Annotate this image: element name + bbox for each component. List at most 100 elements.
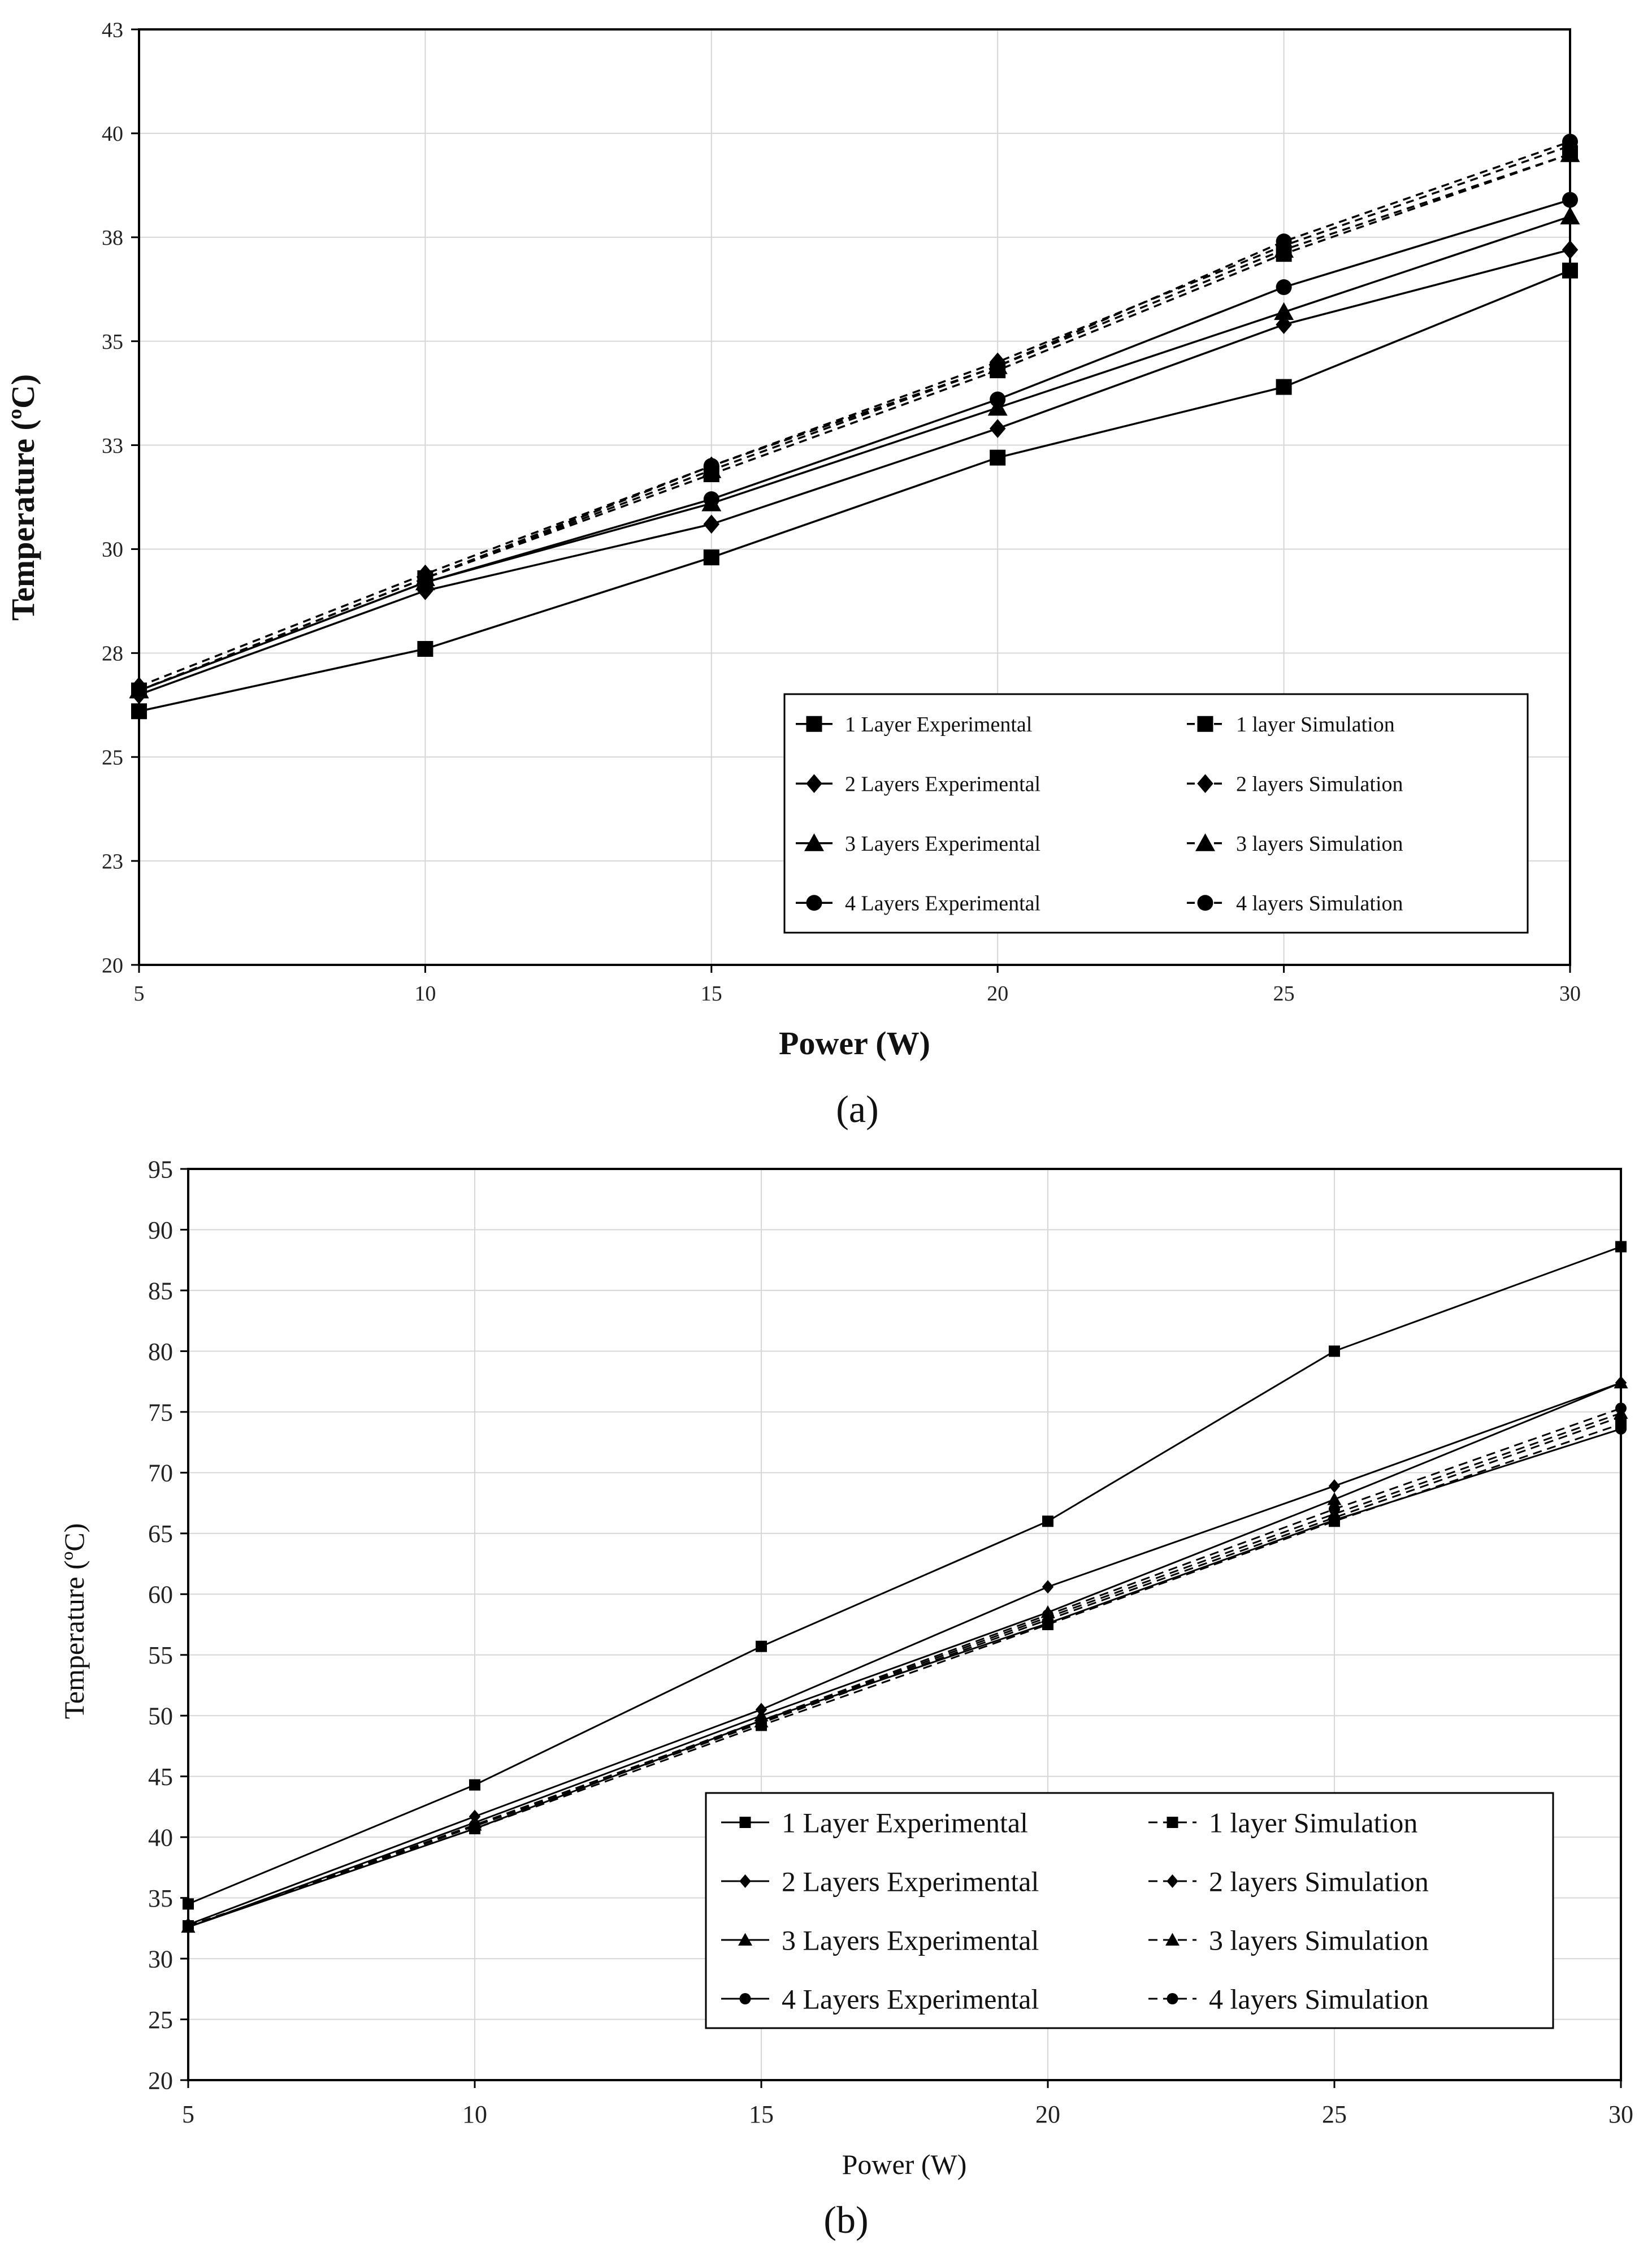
panel-a-series-1-line — [138, 270, 1571, 713]
panel-a-series-5-point — [1560, 206, 1580, 224]
panel-b-y-tick-label: 80 — [148, 1338, 173, 1366]
panel-b-x-axis-title: Power (W) — [842, 2149, 967, 2180]
panel-a-legend-label: 3 Layers Experimental — [845, 832, 1040, 856]
panel-a-series-7-line — [138, 198, 1571, 692]
panel-b-series-8-point — [756, 1714, 767, 1726]
panel-b-series-7-point — [1042, 1617, 1053, 1629]
panel-a-series-7-point — [1276, 279, 1292, 296]
panel-a-legend-label: 1 layer Simulation — [1236, 713, 1395, 737]
panel-a-y-tick-label: 25 — [102, 746, 123, 770]
panel-b-legend-entry: 2 Layers Experimental — [721, 1866, 1039, 1898]
panel-b-series-7-point — [1615, 1423, 1627, 1435]
panel-a-y-tick-label: 43 — [102, 18, 123, 42]
panel-b-legend-marker — [1167, 1993, 1178, 2004]
panel-a-legend-marker — [1195, 833, 1215, 851]
panel-b-legend-marker — [739, 1874, 751, 1888]
panel-a-legend-marker — [804, 833, 824, 851]
panel-a-series-6-line — [138, 153, 1571, 692]
panel-a-legend-label: 4 layers Simulation — [1236, 892, 1403, 916]
panel-b-legend-marker — [738, 1933, 752, 1946]
panel-a-legend: 1 Layer Experimental 1 layer Simulation 2 … — [783, 693, 1529, 934]
panel-a-legend-box — [783, 693, 1529, 934]
panel-b-legend-label: 2 Layers Experimental — [782, 1866, 1039, 1898]
panel-b-legend: 1 Layer Experimental 1 layer Simulation 2 … — [705, 1792, 1554, 2029]
panel-b-legend-marker — [1167, 1874, 1178, 1888]
panel-a-legend-label: 2 Layers Experimental — [845, 773, 1040, 796]
panel-a-series-2-line — [138, 153, 1571, 692]
panel-b-legend-label: 2 layers Simulation — [1209, 1866, 1429, 1898]
panel-b-series-8-line — [188, 1407, 1621, 1928]
panel-b-x-tick-label: 15 — [749, 2100, 774, 2128]
panel-b-series-4-line — [188, 1416, 1621, 1928]
panel-b-series-1-point — [1329, 1345, 1340, 1357]
panel-b-y-tick-label: 55 — [148, 1641, 173, 1669]
panel-a-x-tick-label: 5 — [134, 982, 145, 1006]
panel-b-legend-label: 4 layers Simulation — [1209, 1983, 1429, 2015]
panel-a-legend-entry: 4 layers Simulation — [1187, 892, 1403, 916]
panel-a-x-tick-label: 20 — [987, 982, 1008, 1006]
panel-b-series-1-point — [183, 1898, 194, 1910]
panel-b-legend-box — [705, 1792, 1554, 2029]
panel-b-series-8-point — [1042, 1609, 1053, 1621]
panel-a-legend-entry: 3 Layers Experimental — [796, 832, 1040, 856]
panel-b-y-tick-label: 40 — [148, 1824, 173, 1852]
panel-b-legend-label: 4 Layers Experimental — [782, 1983, 1039, 2015]
panel-b-series-5-line — [188, 1381, 1621, 1928]
panel-b-legend-marker — [1167, 1817, 1178, 1828]
panel-a-series-7-point — [990, 391, 1006, 408]
panel-a-y-tick-label: 35 — [102, 330, 123, 354]
panel-b-y-tick-label: 35 — [148, 1885, 173, 1912]
panel-a-y-tick-label: 28 — [102, 642, 123, 666]
panel-a-legend-marker — [1197, 774, 1213, 794]
panel-a-legend-marker — [1197, 716, 1213, 732]
panel-b-legend-entry: 1 Layer Experimental — [721, 1807, 1028, 1839]
panel-b-series-1 — [183, 1241, 1627, 1910]
panel-b-series-3-line — [188, 1381, 1621, 1926]
panel-a-chart: 20 23 25 28 30 33 35 38 40 43 5 10 15 20 25 30 Power (W)… — [5, 18, 1581, 1062]
panel-a-series-1-point — [1562, 262, 1578, 279]
panel-a-series-3-line — [138, 249, 1571, 696]
panel-b-legend-label: 3 layers Simulation — [1209, 1925, 1429, 1956]
panel-b-series-5-point — [1614, 1375, 1628, 1389]
panel-b-series-8-point — [1615, 1402, 1627, 1414]
panel-a-series-3-point — [989, 419, 1006, 438]
panel-a-series-7-point — [1562, 192, 1578, 208]
panel-b-x-tick-label: 10 — [462, 2100, 487, 2128]
panel-a-y-tick-label: 38 — [102, 226, 123, 250]
panel-b-legend-marker — [1165, 1933, 1180, 1946]
panel-b-y-tick-label: 70 — [148, 1459, 173, 1487]
panel-b-plot-frame — [187, 1168, 1622, 2081]
panel-a-legend-entry: 2 layers Simulation — [1187, 773, 1403, 796]
panel-b-legend-entry: 3 layers Simulation — [1148, 1925, 1429, 1956]
panel-b-legend-entry: 3 Layers Experimental — [721, 1925, 1039, 1956]
panel-b-series-7-line — [188, 1428, 1621, 1928]
panel-a-legend-entry: 3 layers Simulation — [1187, 832, 1403, 856]
panel-b-legend-entry: 2 layers Simulation — [1148, 1866, 1429, 1898]
panel-a-series-1-point — [1276, 379, 1292, 395]
panel-a-series-7-point — [703, 491, 719, 508]
panel-b-y-tick-label: 65 — [148, 1520, 173, 1548]
panel-a-y-tick-label: 30 — [102, 538, 123, 562]
panel-a-legend-marker — [806, 716, 822, 732]
panel-b-chart: 20 25 30 35 40 45 50 55 60 65 70 75 80 85 90 95 5 10 15 20 2… — [58, 1155, 1633, 2180]
panel-a-label: (a) — [836, 1088, 878, 1130]
panel-b-x-tick-label: 20 — [1035, 2100, 1060, 2128]
panel-a-y-tick-label: 33 — [102, 434, 123, 458]
panel-b-legend-label: 1 Layer Experimental — [782, 1807, 1028, 1839]
panel-a-legend-marker — [806, 895, 822, 911]
panel-b-series-3-point — [1042, 1580, 1054, 1594]
panel-b-series-8 — [183, 1402, 1627, 1933]
panel-b-label: (b) — [823, 2198, 868, 2241]
panel-a-series-1-point — [417, 640, 433, 657]
panel-b-series-5-point — [1327, 1492, 1342, 1505]
panel-a-series-1-point — [131, 703, 147, 720]
panel-b-x-tick-label: 25 — [1322, 2100, 1347, 2128]
panel-b-legend-entry: 4 layers Simulation — [1148, 1983, 1429, 2015]
panel-a-legend-label: 1 Layer Experimental — [845, 713, 1032, 737]
panel-a-series-8 — [131, 133, 1578, 699]
panel-b-series-1-point — [1042, 1515, 1053, 1527]
panel-b-y-tick-label: 20 — [148, 2067, 173, 2094]
panel-a-series-4-line — [138, 145, 1571, 687]
panel-b-y-tick-label: 90 — [148, 1216, 173, 1244]
